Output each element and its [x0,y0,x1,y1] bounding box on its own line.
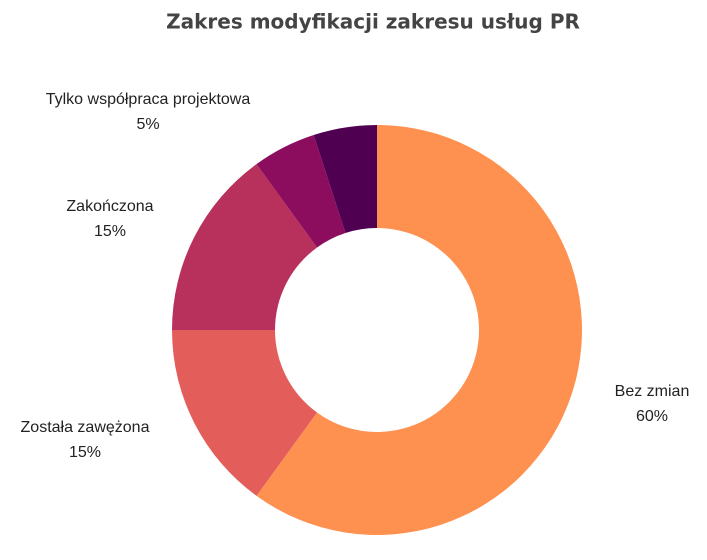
slice-value-label: 15% [94,223,126,240]
donut-slice [256,125,582,535]
slice-value-label: 5% [136,116,159,133]
donut-slice [313,125,377,233]
slice-label: Tylko współpraca projektowa [46,91,251,108]
slice-value-label: 60% [636,408,668,425]
slice-label: Bez zmian [615,383,690,400]
slice-label: Zakończona [66,198,153,215]
donut-slice [172,330,318,496]
donut-slice [172,164,318,330]
donut-slice [256,135,346,248]
slice-label: Została zawężona [21,419,150,436]
chart-title: Zakres modyfikacji zakresu usług PR [166,10,580,34]
slice-value-label: 15% [69,444,101,461]
